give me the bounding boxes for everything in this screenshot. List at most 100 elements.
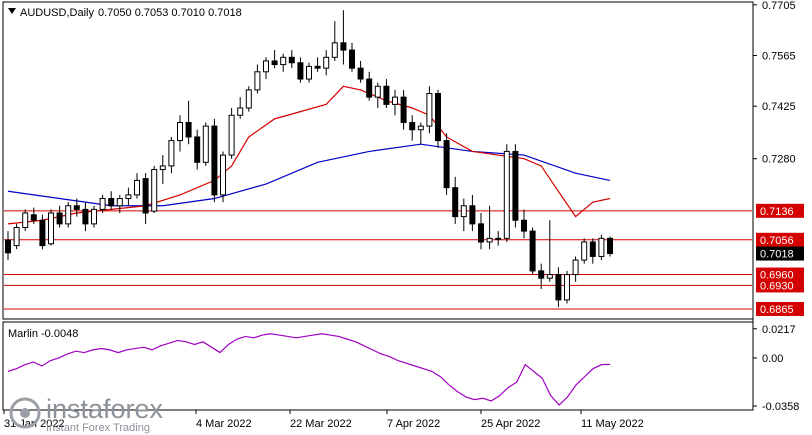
candle-body [572, 259, 579, 276]
level-tag-bg-3 [756, 278, 804, 293]
candle-body [383, 85, 390, 105]
candle-body [237, 107, 244, 116]
current-price-tag-label: 0.7018 [760, 249, 794, 261]
candle [529, 227, 536, 275]
candle-body [460, 205, 467, 218]
candle-body [22, 212, 29, 228]
candle [5, 231, 11, 261]
candle-body [495, 237, 502, 240]
level-tag-label-4: 0.6865 [760, 304, 794, 316]
candle-body [314, 65, 321, 69]
candle [306, 62, 312, 83]
candle-body [177, 121, 183, 142]
candle [202, 122, 209, 166]
candle [65, 202, 72, 228]
candle [503, 144, 510, 242]
candle-body [521, 219, 527, 232]
candle-body [435, 93, 441, 142]
candle [443, 133, 450, 195]
candle [555, 267, 562, 308]
candle [125, 187, 132, 206]
candle [478, 213, 484, 250]
candle-body [13, 226, 20, 247]
candle-body [374, 85, 381, 98]
level-tag-bg-4 [756, 301, 804, 316]
candle [340, 10, 347, 65]
candle [228, 108, 235, 159]
marlin-indicator-title: Marlin -0.0048 [8, 328, 78, 340]
candle-body [340, 42, 347, 51]
candle [48, 209, 54, 246]
candle-body [151, 169, 158, 212]
candle-body [392, 96, 398, 105]
symbol-timeframe: AUDUSD,Daily [20, 7, 94, 19]
candle-body [254, 71, 261, 91]
candle-body [452, 187, 459, 218]
candle [159, 155, 166, 185]
candle [546, 220, 553, 282]
candle [564, 270, 570, 304]
level-tag-label-0: 0.7136 [760, 206, 794, 218]
candle-body [245, 89, 252, 109]
candle [469, 194, 476, 232]
candle [521, 209, 527, 239]
level-tag-bg-2 [756, 267, 804, 282]
candle-body [366, 78, 373, 98]
price-tick-label: 0.7705 [762, 0, 796, 12]
candle-body [589, 241, 596, 257]
candle-body [426, 93, 433, 127]
candle [495, 231, 502, 246]
candle [607, 236, 613, 257]
marlin-tick-label: 0.0217 [762, 324, 796, 336]
candle [185, 100, 192, 145]
candle-body [280, 56, 287, 66]
candle-body [607, 237, 613, 255]
candle-body [108, 198, 115, 207]
candle [288, 50, 295, 69]
level-tag-bg-1 [756, 232, 804, 247]
marlin-panel [2, 321, 754, 411]
candle [383, 79, 390, 108]
marlin-series-layer [7, 333, 611, 406]
candle [417, 122, 424, 145]
date-tick-label: 25 Apr 2022 [481, 418, 540, 430]
candle-body [486, 237, 493, 243]
date-tick-label: 4 Mar 2022 [196, 418, 252, 430]
candle-body [142, 178, 149, 214]
candle [374, 82, 381, 108]
candle [572, 256, 579, 282]
candle [194, 129, 201, 170]
candle [349, 42, 355, 72]
candle-body [271, 60, 278, 66]
logo-ring-icon [9, 397, 41, 429]
candle [392, 89, 398, 116]
candle [177, 115, 183, 152]
candle-body [39, 219, 46, 247]
candle-body [288, 56, 295, 64]
candle-body [168, 140, 175, 167]
marlin-line [7, 333, 611, 406]
price-series-layer [4, 10, 752, 310]
candle-body [185, 121, 192, 138]
candle [134, 173, 140, 199]
symbol-dropdown-icon[interactable] [8, 8, 16, 14]
candle-body [73, 205, 80, 210]
price-tick-label: 0.7280 [762, 154, 796, 166]
candle [73, 198, 80, 217]
date-tick-label: 11 May 2022 [581, 418, 644, 430]
candle [512, 144, 519, 228]
candle-body [400, 96, 407, 123]
candle [245, 86, 252, 112]
candle [108, 191, 115, 210]
candle [400, 89, 407, 130]
candle-body [564, 274, 570, 301]
ohlc-readout: 0.7050 0.7053 0.7010 0.7018 [98, 7, 242, 19]
price-panel [2, 1, 754, 320]
candle [254, 64, 261, 94]
logo-center-icon [20, 408, 30, 418]
candle [323, 50, 330, 76]
level-tag-bg-0 [756, 203, 804, 218]
candle [168, 136, 175, 174]
candle [116, 194, 123, 213]
